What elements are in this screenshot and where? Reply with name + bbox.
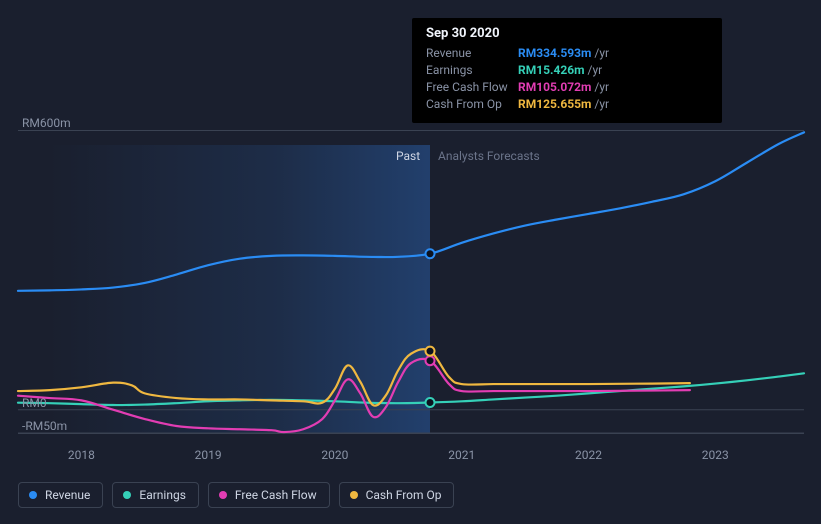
legend-dot-icon — [219, 491, 227, 499]
tooltip-date: Sep 30 2020 — [426, 26, 708, 41]
series-line-cfo — [18, 349, 690, 405]
analysts-forecast-label: Analysts Forecasts — [438, 149, 540, 163]
tooltip-row-unit: /yr — [594, 96, 609, 113]
tooltip-row-unit: /yr — [594, 45, 609, 62]
tooltip-row-value: RM105.072m — [518, 79, 591, 96]
y-tick-label: -RM50m — [22, 419, 67, 433]
x-tick-label: 2019 — [195, 448, 222, 462]
y-tick-label: RM600m — [22, 116, 71, 130]
legend-dot-icon — [123, 491, 131, 499]
tooltip-row-label: Revenue — [426, 45, 518, 62]
tooltip-row-unit: /yr — [588, 62, 603, 79]
legend-item-earnings[interactable]: Earnings — [112, 482, 199, 508]
legend-item-revenue[interactable]: Revenue — [18, 482, 103, 508]
past-label: Past — [396, 149, 420, 163]
legend-label: Free Cash Flow — [235, 488, 317, 502]
legend-label: Revenue — [45, 488, 90, 502]
legend-item-cash-from-op[interactable]: Cash From Op — [339, 482, 455, 508]
tooltip-row-label: Cash From Op — [426, 96, 518, 113]
legend-label: Earnings — [139, 488, 186, 502]
tooltip-row-label: Earnings — [426, 62, 518, 79]
y-tick-label: RM0 — [22, 396, 47, 410]
x-tick-label: 2023 — [702, 448, 729, 462]
x-tick-label: 2020 — [321, 448, 348, 462]
tooltip-row-label: Free Cash Flow — [426, 79, 518, 96]
legend-dot-icon — [29, 491, 37, 499]
legend-dot-icon — [350, 491, 358, 499]
x-tick-label: 2022 — [575, 448, 602, 462]
legend-label: Cash From Op — [366, 488, 442, 502]
tooltip-row-unit: /yr — [594, 79, 609, 96]
tooltip-row: EarningsRM15.426m/yr — [426, 62, 708, 79]
tooltip-row: Cash From OpRM125.655m/yr — [426, 96, 708, 113]
tooltip-row-value: RM15.426m — [518, 62, 585, 79]
tooltip-row: Free Cash FlowRM105.072m/yr — [426, 79, 708, 96]
chart-tooltip: Sep 30 2020 RevenueRM334.593m/yrEarnings… — [412, 18, 722, 123]
tooltip-row-value: RM334.593m — [518, 45, 591, 62]
tooltip-row-value: RM125.655m — [518, 96, 591, 113]
x-tick-label: 2018 — [68, 448, 95, 462]
chart-svg — [18, 130, 804, 433]
x-tick-label: 2021 — [448, 448, 475, 462]
legend-item-free-cash-flow[interactable]: Free Cash Flow — [208, 482, 330, 508]
tooltip-row: RevenueRM334.593m/yr — [426, 45, 708, 62]
legend: Revenue Earnings Free Cash Flow Cash From O… — [18, 482, 454, 508]
